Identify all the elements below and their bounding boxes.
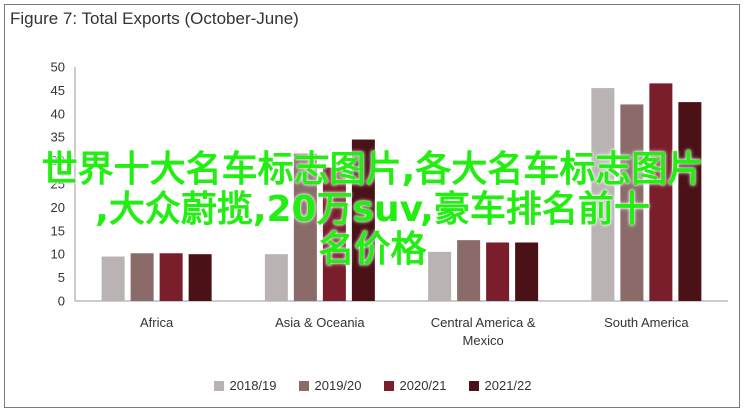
chart-title: Figure 7: Total Exports (October-June) [10,9,299,28]
legend-swatch [383,380,394,391]
y-tick-label: 40 [51,106,65,121]
legend-label: 2019/20 [314,378,362,393]
y-tick-label: 35 [51,130,65,145]
legend-swatch [213,380,224,391]
bar [130,253,154,301]
x-category-labels: Africa Asia & Oceania Central America & Mex… [140,315,689,348]
bar [620,104,644,301]
y-tick-label: 30 [51,153,65,168]
y-tick-label: 50 [51,60,65,75]
bar [678,102,702,301]
legend-swatch [468,380,479,391]
legend-item: 2020/21 [383,378,447,393]
legend-swatch [298,380,309,391]
bar [457,240,481,301]
y-tick-label: 20 [51,200,65,215]
y-tick-label: 10 [51,247,65,262]
bar [515,242,539,301]
y-tick-label: 0 [58,294,65,309]
bar [591,88,615,301]
bar [486,242,510,301]
legend-item: 2021/22 [468,378,532,393]
y-ticks: 0 5 10 15 20 25 30 35 40 45 50 [51,60,65,309]
legend-item: 2019/20 [298,378,362,393]
legend-label: 2018/19 [229,378,277,393]
bar [264,254,288,301]
bar [293,153,317,301]
y-tick-label: 45 [51,83,65,98]
legend-label: 2020/21 [399,378,447,393]
x-category-label: Africa [140,315,174,330]
legend-label: 2021/22 [484,378,532,393]
axes [74,67,728,302]
bar [101,256,125,301]
legend-item: 2018/19 [213,378,277,393]
bar [649,83,673,301]
bar [351,139,375,301]
legend: 2018/19 2019/20 2020/21 2021/22 [0,378,745,393]
bar [188,254,212,301]
y-tick-label: 25 [51,177,65,192]
y-tick-label: 5 [58,270,65,285]
bar [159,253,183,301]
x-category-label: Central America & Mexico [431,315,536,348]
y-tick-label: 15 [51,223,65,238]
x-category-label: Asia & Oceania [275,315,365,330]
x-category-label: South America [604,315,689,330]
bars [101,83,702,301]
bar [322,167,346,301]
bar [428,251,452,301]
